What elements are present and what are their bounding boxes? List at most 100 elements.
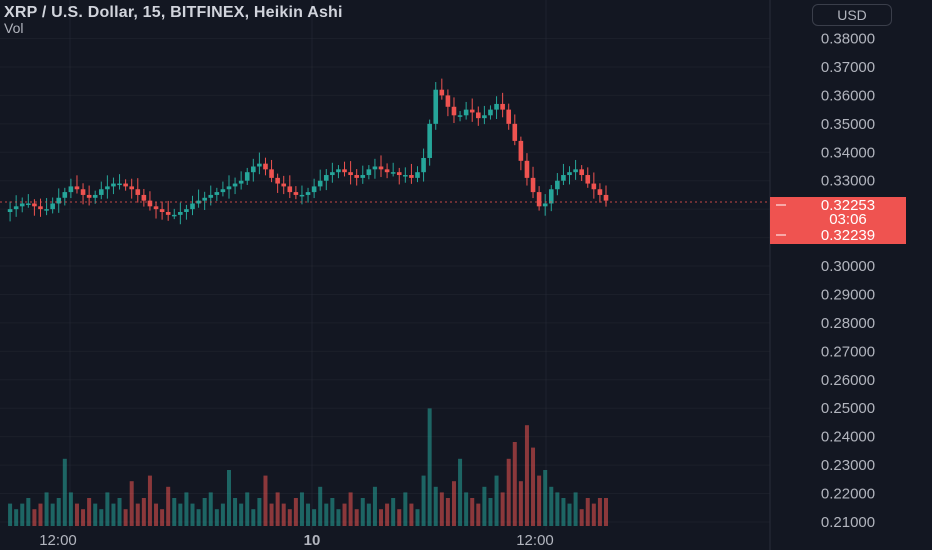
symbol-title[interactable]: XRP / U.S. Dollar, 15, BITFINEX, Heikin … [4, 4, 343, 21]
candle-body [573, 169, 578, 173]
candle-body [92, 194, 98, 198]
candle-body [171, 214, 177, 217]
price-tick-label: 0.33000 [821, 173, 875, 190]
second-price-label: 0.32239 [821, 227, 875, 244]
volume-bar [397, 509, 402, 526]
candle-body [384, 169, 390, 173]
candle-body [32, 203, 37, 207]
candle-body [44, 209, 49, 211]
volume-bar [531, 447, 536, 526]
volume-bar [196, 509, 201, 526]
candle-body [184, 209, 189, 213]
volume-bar [476, 503, 481, 526]
candle-body [433, 89, 439, 124]
price-tick-label: 0.27000 [821, 343, 875, 360]
candle-body [555, 180, 560, 190]
candle-body [317, 180, 323, 187]
candle-body [129, 186, 134, 190]
volume-bar [154, 503, 159, 526]
price-tick-label: 0.38000 [821, 31, 875, 48]
candle-body [488, 109, 493, 116]
candle-body [597, 189, 603, 195]
volume-bar [464, 492, 469, 526]
candle-body [7, 209, 13, 213]
volume-bar [543, 470, 548, 526]
candle-body [396, 172, 402, 176]
candle-body [208, 194, 214, 198]
volume-bar [518, 481, 523, 526]
price-tick-label: 0.24000 [821, 429, 875, 446]
time-tick-label: 12:00 [39, 532, 77, 549]
candle-body [494, 103, 499, 110]
volume-bar [93, 503, 98, 526]
candle-body [512, 123, 518, 141]
candle-body [463, 109, 469, 116]
volume-bar [579, 509, 584, 526]
candle-body [178, 212, 183, 215]
candle-body [105, 186, 110, 190]
last-price-label-bg [770, 197, 906, 214]
candle-body [159, 209, 165, 213]
candle-body [330, 172, 335, 176]
volume-bar [524, 425, 529, 526]
candle-body [390, 172, 396, 174]
volume-bar [226, 470, 231, 526]
volume-bar [597, 498, 602, 526]
volume-bars [8, 408, 608, 526]
candle-body [348, 172, 353, 176]
volume-bar [245, 492, 250, 526]
time-axis[interactable]: 12:00 10 12:00 [39, 532, 554, 549]
candle-body [281, 183, 287, 187]
price-tick-label: 0.28000 [821, 315, 875, 332]
volume-bar [287, 509, 292, 526]
candle-body [524, 160, 530, 178]
volume-bar [74, 503, 79, 526]
candle-body [476, 112, 481, 119]
volume-bar [214, 509, 219, 526]
volume-bar [312, 509, 317, 526]
volume-bar [257, 498, 262, 526]
candle-body [457, 115, 463, 117]
candle-body [196, 200, 201, 204]
time-tick-label: 10 [304, 532, 321, 549]
volume-bar [585, 498, 590, 526]
volume-bar [263, 475, 268, 526]
volume-bar [233, 498, 238, 526]
currency-button[interactable]: USD [812, 4, 892, 26]
candle-body [86, 194, 92, 198]
volume-bar [573, 492, 578, 526]
volume-bar [135, 503, 140, 526]
candle-body [275, 177, 280, 184]
volume-bar [591, 503, 596, 526]
candle-body [135, 189, 141, 195]
candle-body [50, 203, 55, 210]
price-tick-label: 0.21000 [821, 514, 875, 531]
candle-body [591, 183, 597, 190]
price-axis[interactable]: 0.38000 0.37000 0.36000 0.35000 0.34000 0.330… [821, 31, 875, 531]
candle-body [74, 186, 80, 190]
candle-body [403, 175, 408, 177]
price-tick-label: 0.30000 [821, 258, 875, 275]
candle-body [542, 203, 548, 207]
volume-bar [99, 509, 104, 526]
volume-indicator-label[interactable]: Vol [4, 20, 24, 36]
volume-bar [512, 442, 517, 526]
volume-bar [117, 498, 122, 526]
volume-bar [354, 509, 359, 526]
candle-body [518, 140, 524, 161]
volume-bar [166, 486, 171, 526]
candle-body [469, 109, 475, 113]
volume-bar [62, 458, 67, 526]
volume-bar [318, 486, 323, 526]
price-tick-label: 0.25000 [821, 400, 875, 417]
volume-bar [129, 481, 134, 526]
volume-bar [604, 498, 608, 526]
volume-bar [482, 486, 487, 526]
candle-body [251, 166, 256, 173]
volume-bar [251, 509, 256, 526]
candle-body [548, 189, 554, 204]
volume-bar [336, 509, 341, 526]
candle-body [257, 163, 262, 167]
